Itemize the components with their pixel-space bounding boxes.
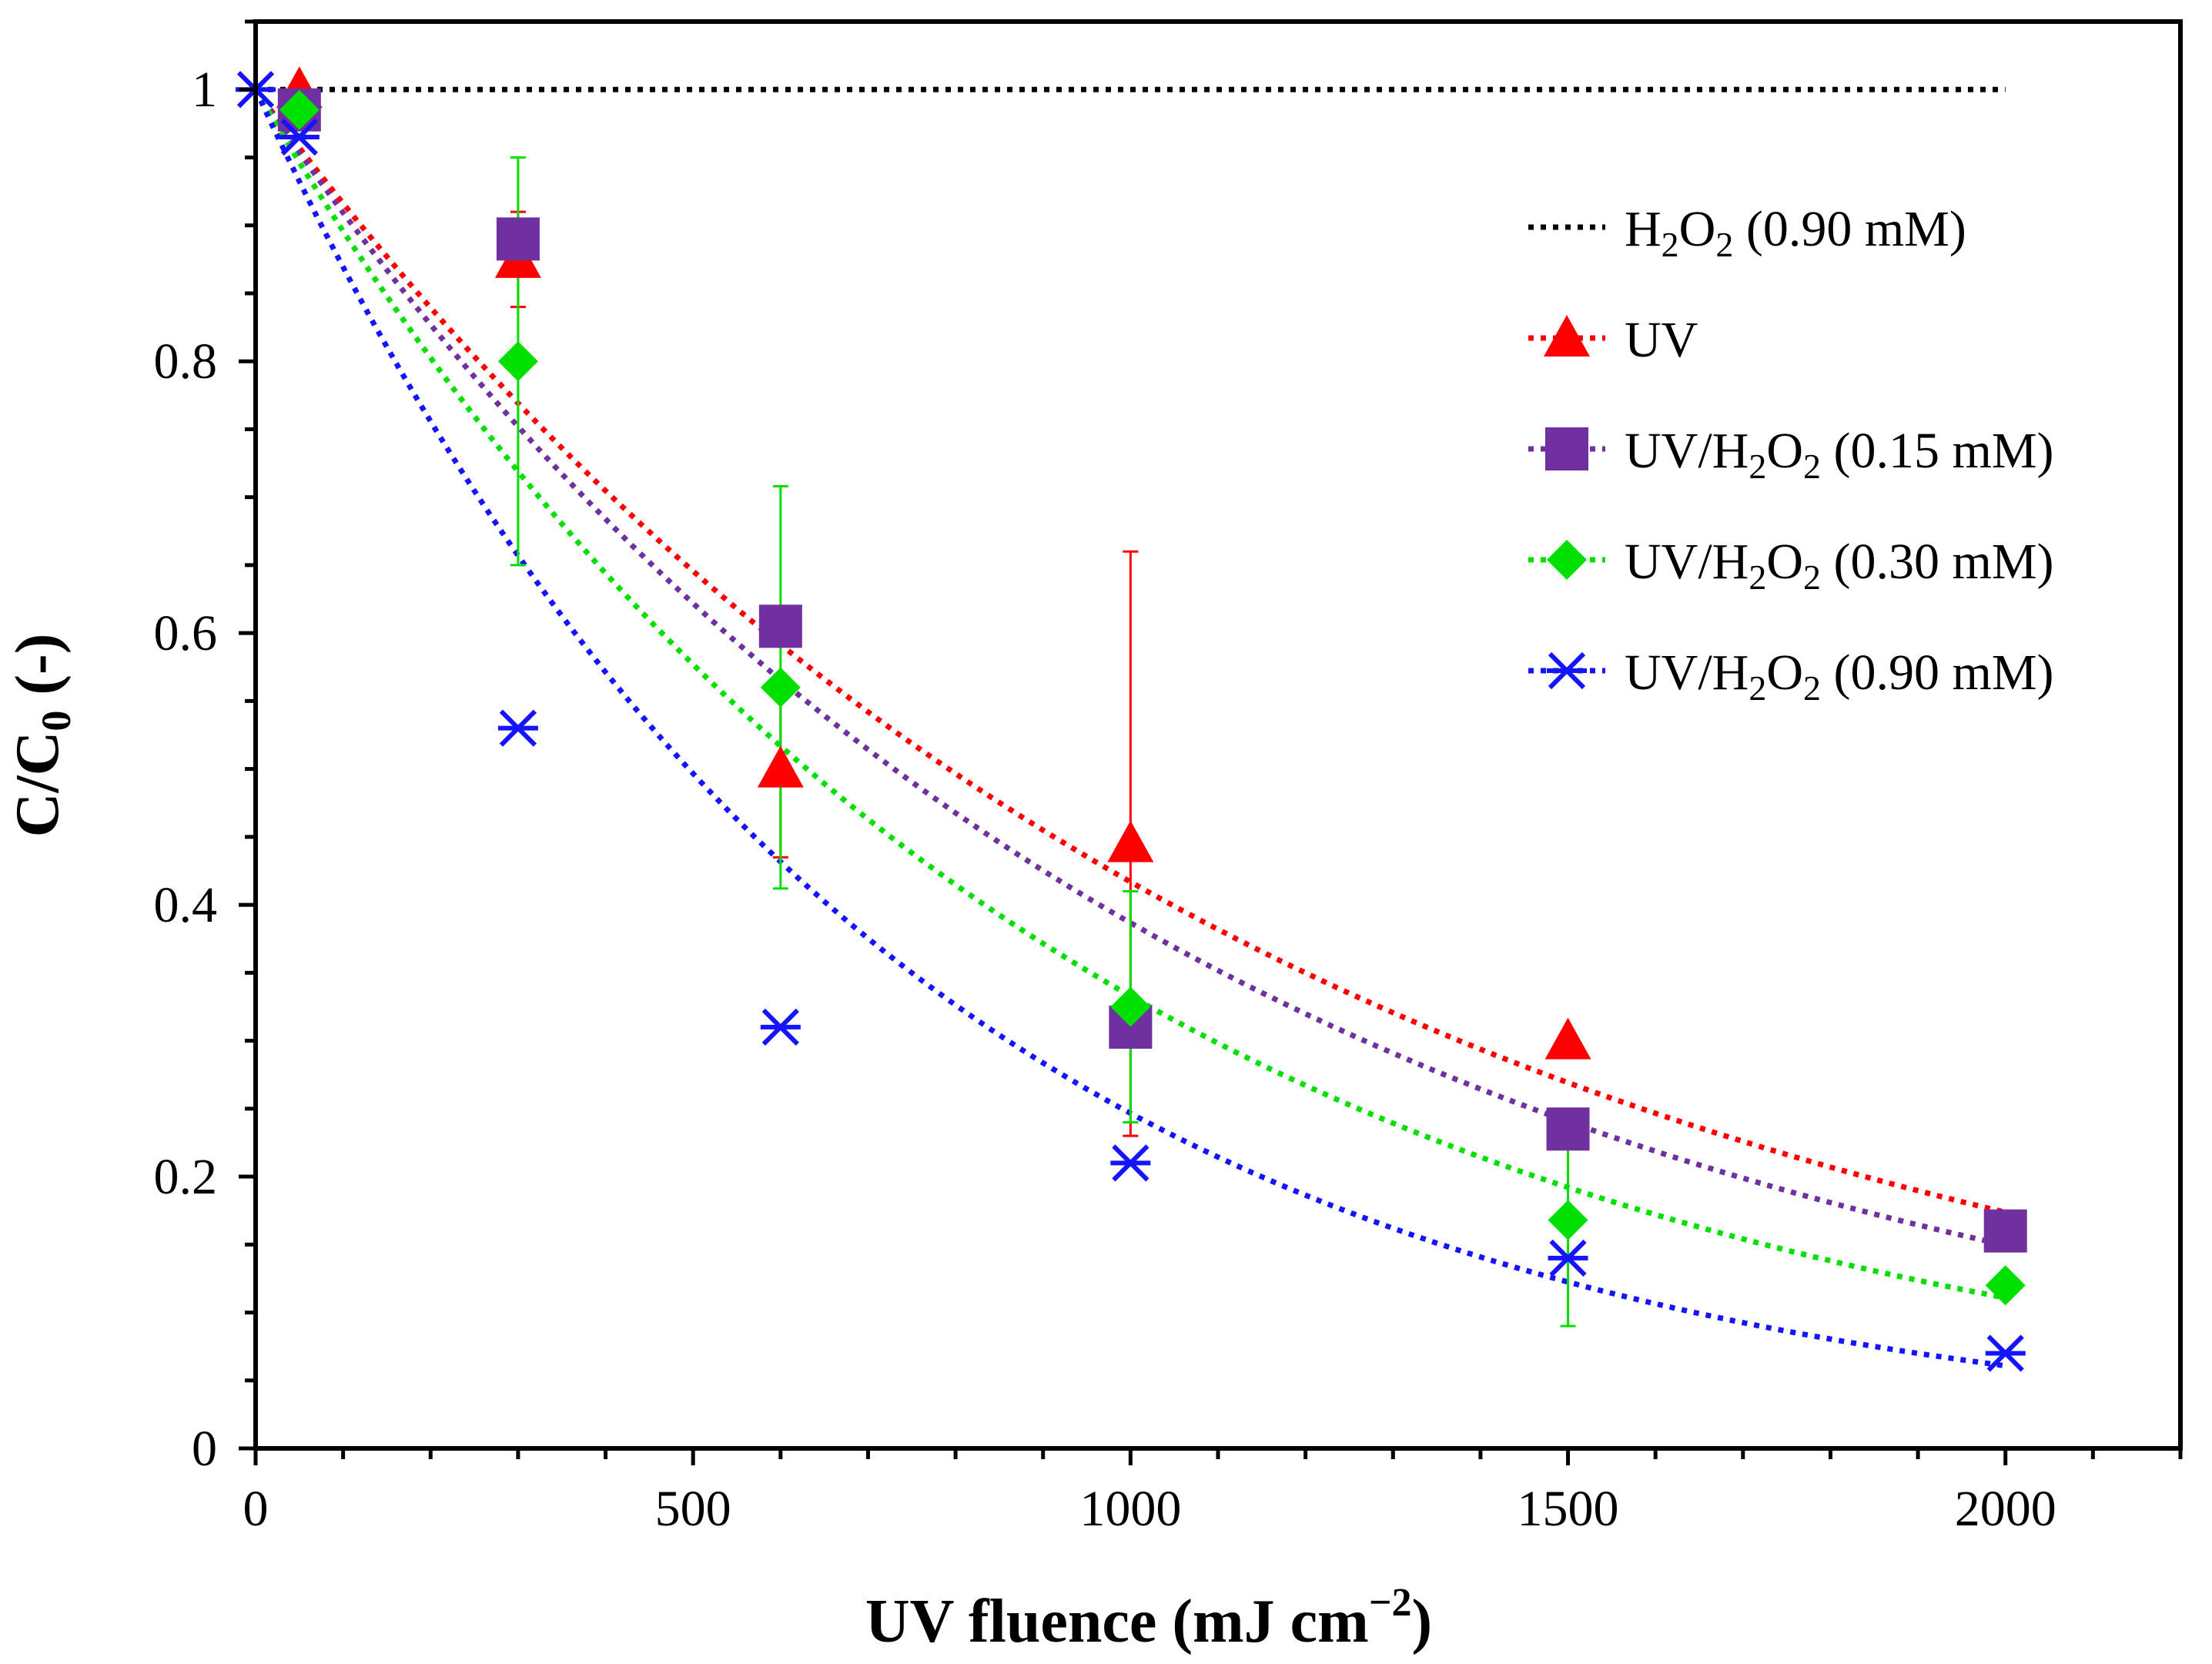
y-tick-label: 0.2	[154, 1149, 218, 1205]
data-point	[1544, 1017, 1591, 1060]
trend-line-3	[253, 88, 2006, 1301]
legend-label: UV	[1625, 312, 1698, 368]
legend-label: UV/H2O2 (0.15 mM)	[1625, 423, 2053, 486]
data-point	[1985, 1265, 2026, 1306]
y-tick-label: 0	[192, 1421, 217, 1477]
legend-label: UV/H2O2 (0.90 mM)	[1625, 645, 2053, 708]
legend-label: UV/H2O2 (0.30 mM)	[1625, 534, 2053, 597]
legend-label-subscript: 2	[1803, 557, 1821, 597]
data-point	[1985, 1334, 2026, 1372]
data-point	[496, 217, 540, 261]
x-tick-label: 500	[655, 1481, 731, 1537]
axes: 0 500 1000 1500 2000 0 0.2 0.4 0.6 0.8 1	[154, 19, 2183, 1537]
x-axis-title-close: )	[1411, 1588, 1432, 1656]
legend-label-subscript: 2	[1803, 668, 1821, 708]
data-point	[497, 341, 538, 382]
legend-label-text: (0.90 mM)	[1733, 201, 1966, 257]
data-point	[1548, 1239, 1588, 1277]
legend-swatch-marker	[1547, 651, 1587, 690]
data-point	[1546, 1107, 1590, 1151]
legend-label-text: UV/H	[1625, 534, 1749, 590]
y-axis-title-sub: 0	[33, 711, 79, 732]
data-point	[279, 118, 320, 156]
legend-label-text: O	[1766, 645, 1803, 701]
x-tick-label: 1500	[1518, 1481, 1619, 1537]
data-point	[1110, 1144, 1151, 1182]
x-axis-title-text: UV fluence (mJ cm	[865, 1588, 1369, 1656]
data-point	[279, 89, 320, 130]
y-tick-label: 0.4	[154, 877, 218, 933]
y-axis-title-text: C/C	[4, 732, 72, 838]
x-axis-title-sup: −2	[1369, 1581, 1412, 1625]
trend-line-2	[253, 88, 2006, 1248]
data-point	[758, 604, 802, 648]
legend-swatch-marker	[1544, 315, 1590, 357]
legend-label-subscript: 2	[1715, 225, 1733, 264]
legend-label-subscript: 2	[1803, 447, 1821, 486]
y-axis-title: C/C0 (-)	[4, 634, 79, 838]
x-tick-label: 2000	[1955, 1481, 2056, 1537]
legend-label-subscript: 2	[1749, 668, 1766, 708]
y-axis-title-suffix: (-)	[4, 634, 72, 711]
data-point	[497, 709, 538, 747]
legend-label-subscript: 2	[1749, 447, 1766, 486]
data-point	[1983, 1209, 2027, 1253]
x-tick-label: 1000	[1079, 1481, 1181, 1537]
data-point	[1548, 1200, 1588, 1240]
legend-label-text: (0.30 mM)	[1821, 534, 2053, 590]
data-point	[760, 667, 801, 708]
legend-label-text: H	[1625, 201, 1662, 257]
legend-label-text: O	[1766, 423, 1803, 479]
legend-label-text: UV	[1625, 312, 1698, 368]
legend-label-subscript: 2	[1662, 225, 1679, 264]
x-tick-label: 0	[243, 1481, 269, 1537]
y-tick-label: 1	[192, 62, 217, 118]
legend-label-text: O	[1766, 534, 1803, 590]
data-point	[1107, 820, 1154, 862]
legend-label-text: UV/H	[1625, 645, 1749, 701]
legend-label-subscript: 2	[1749, 557, 1766, 597]
legend-swatch-marker	[1545, 427, 1588, 470]
legend-label-text: UV/H	[1625, 423, 1749, 479]
data-point	[760, 1008, 801, 1046]
legend-label-text: (0.15 mM)	[1821, 423, 2053, 479]
legend-label-text: (0.90 mM)	[1821, 645, 2053, 701]
data-point	[757, 745, 804, 788]
legend-label-text: O	[1679, 201, 1716, 257]
trend-line-1	[253, 88, 2006, 1215]
y-tick-label: 0.8	[154, 333, 218, 390]
x-axis-title: UV fluence (mJ cm−2)	[865, 1581, 1432, 1656]
data-point	[1110, 986, 1151, 1027]
legend-swatch-marker	[1547, 540, 1587, 580]
y-tick-label: 0.6	[154, 605, 218, 661]
legend-label: H2O2 (0.90 mM)	[1625, 201, 1966, 264]
